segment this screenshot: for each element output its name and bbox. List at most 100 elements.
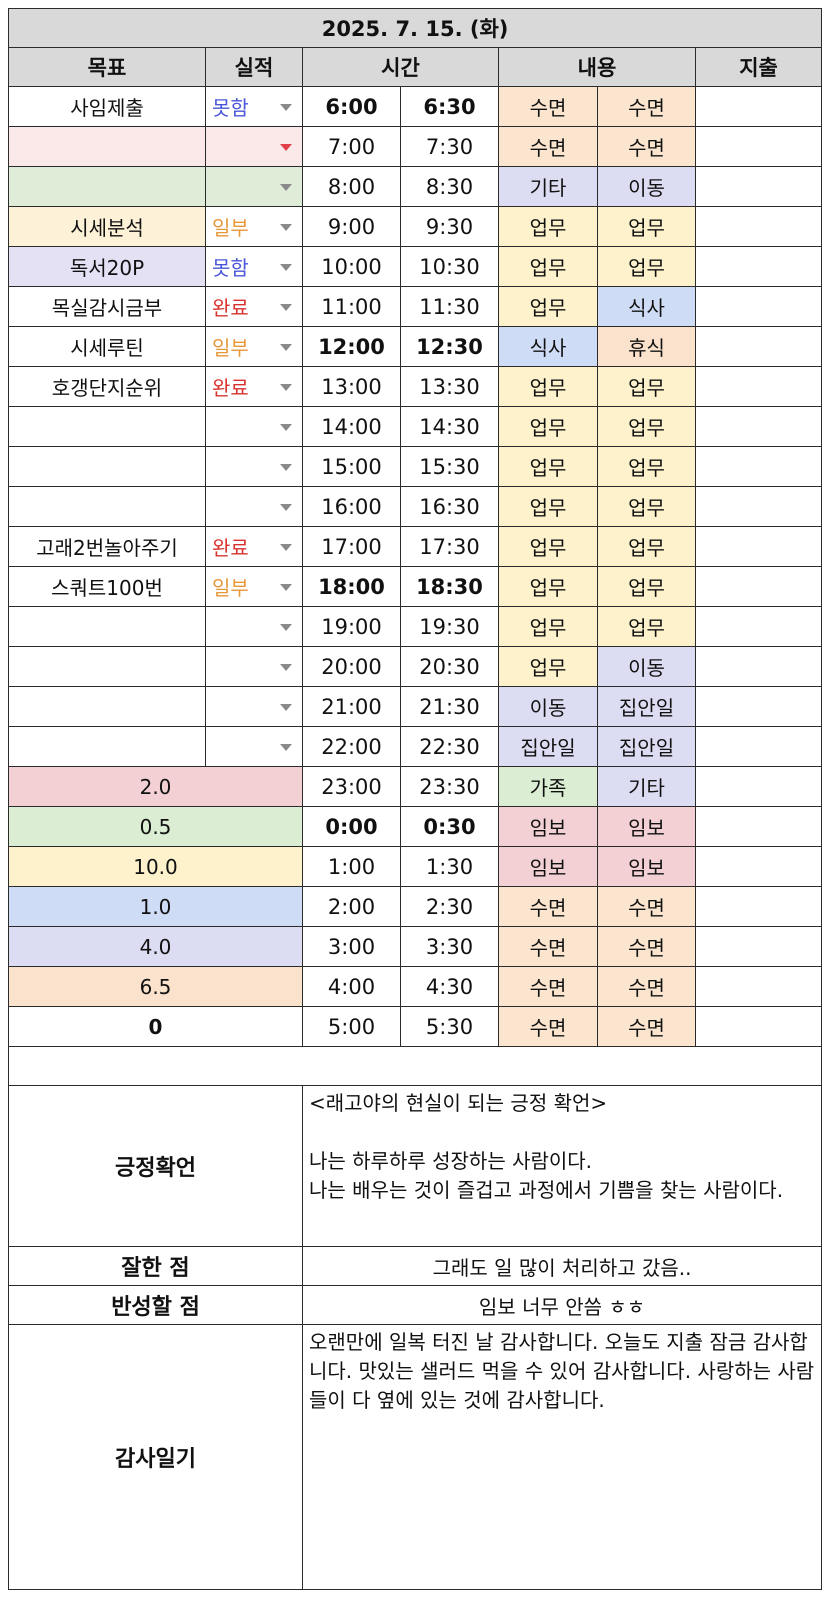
goal-cell[interactable]: 스쿼트100번 <box>8 566 206 607</box>
expense-cell[interactable] <box>694 366 823 407</box>
dropdown-arrow-icon[interactable] <box>280 383 292 391</box>
expense-cell[interactable] <box>694 1006 823 1047</box>
dropdown-arrow-icon[interactable] <box>280 623 292 631</box>
dropdown-arrow-icon[interactable] <box>280 343 292 351</box>
content-cell[interactable]: 업무 <box>597 366 696 407</box>
content-cell[interactable]: 업무 <box>498 206 598 247</box>
perf-dropdown[interactable] <box>205 686 303 727</box>
expense-cell[interactable] <box>694 526 823 567</box>
content-cell[interactable]: 임보 <box>498 846 598 887</box>
content-cell[interactable]: 업무 <box>498 606 598 647</box>
content-cell[interactable]: 수면 <box>498 926 598 967</box>
content-cell[interactable]: 업무 <box>498 246 598 287</box>
dropdown-arrow-icon[interactable] <box>280 743 292 751</box>
expense-cell[interactable] <box>694 326 823 367</box>
perf-dropdown[interactable] <box>205 726 303 767</box>
content-cell[interactable]: 업무 <box>597 446 696 487</box>
dropdown-arrow-icon[interactable] <box>280 263 292 271</box>
content-cell[interactable]: 수면 <box>597 966 696 1007</box>
content-cell[interactable]: 이동 <box>498 686 598 727</box>
perf-dropdown[interactable] <box>205 646 303 687</box>
perf-dropdown[interactable]: 완료 <box>205 526 303 567</box>
expense-cell[interactable] <box>694 606 823 647</box>
content-cell[interactable]: 수면 <box>597 886 696 927</box>
expense-cell[interactable] <box>694 446 823 487</box>
dropdown-arrow-icon[interactable] <box>280 223 292 231</box>
content-cell[interactable]: 수면 <box>597 86 696 127</box>
goal-cell[interactable] <box>8 166 206 207</box>
goal-cell[interactable] <box>8 126 206 167</box>
dropdown-arrow-icon[interactable] <box>280 143 292 151</box>
content-cell[interactable]: 업무 <box>498 526 598 567</box>
perf-dropdown[interactable]: 완료 <box>205 286 303 327</box>
expense-cell[interactable] <box>694 766 823 807</box>
perf-dropdown[interactable]: 일부 <box>205 206 303 247</box>
expense-cell[interactable] <box>694 726 823 767</box>
expense-cell[interactable] <box>694 86 823 127</box>
goal-cell[interactable] <box>8 406 206 447</box>
goal-cell[interactable]: 시세분석 <box>8 206 206 247</box>
content-cell[interactable]: 이동 <box>597 646 696 687</box>
perf-dropdown[interactable] <box>205 126 303 167</box>
content-cell[interactable]: 임보 <box>597 846 696 887</box>
perf-dropdown[interactable]: 완료 <box>205 366 303 407</box>
dropdown-arrow-icon[interactable] <box>280 663 292 671</box>
perf-dropdown[interactable] <box>205 446 303 487</box>
content-cell[interactable]: 수면 <box>597 926 696 967</box>
content-cell[interactable]: 업무 <box>597 406 696 447</box>
perf-dropdown[interactable] <box>205 486 303 527</box>
content-cell[interactable]: 수면 <box>597 126 696 167</box>
content-cell[interactable]: 업무 <box>498 646 598 687</box>
content-cell[interactable]: 수면 <box>498 126 598 167</box>
content-cell[interactable]: 업무 <box>597 206 696 247</box>
content-cell[interactable]: 휴식 <box>597 326 696 367</box>
gratitude-text[interactable]: 오랜만에 일복 터진 날 감사합니다. 오늘도 지출 잠금 감사합니다. 맛있는… <box>301 1324 823 1590</box>
content-cell[interactable]: 기타 <box>597 766 696 807</box>
content-cell[interactable]: 임보 <box>498 806 598 847</box>
dropdown-arrow-icon[interactable] <box>280 543 292 551</box>
goal-cell[interactable]: 시세루틴 <box>8 326 206 367</box>
dropdown-arrow-icon[interactable] <box>280 423 292 431</box>
goal-cell[interactable] <box>8 606 206 647</box>
expense-cell[interactable] <box>694 846 823 887</box>
blank-cell[interactable] <box>7 1046 823 1086</box>
content-cell[interactable]: 업무 <box>498 366 598 407</box>
content-cell[interactable]: 기타 <box>498 166 598 207</box>
expense-cell[interactable] <box>694 926 823 967</box>
content-cell[interactable]: 업무 <box>597 606 696 647</box>
content-cell[interactable]: 이동 <box>597 166 696 207</box>
expense-cell[interactable] <box>694 166 823 207</box>
goal-cell[interactable] <box>8 686 206 727</box>
content-cell[interactable]: 가족 <box>498 766 598 807</box>
expense-cell[interactable] <box>694 646 823 687</box>
content-cell[interactable]: 업무 <box>498 406 598 447</box>
content-cell[interactable]: 집안일 <box>597 686 696 727</box>
goal-cell[interactable]: 독서20P <box>8 246 206 287</box>
dropdown-arrow-icon[interactable] <box>280 463 292 471</box>
goal-cell[interactable]: 목실감시금부 <box>8 286 206 327</box>
content-cell[interactable]: 식사 <box>597 286 696 327</box>
content-cell[interactable]: 업무 <box>498 446 598 487</box>
content-cell[interactable]: 업무 <box>498 566 598 607</box>
content-cell[interactable]: 업무 <box>597 526 696 567</box>
expense-cell[interactable] <box>694 206 823 247</box>
expense-cell[interactable] <box>694 286 823 327</box>
perf-dropdown[interactable]: 못함 <box>205 246 303 287</box>
dropdown-arrow-icon[interactable] <box>280 303 292 311</box>
content-cell[interactable]: 집안일 <box>498 726 598 767</box>
content-cell[interactable]: 업무 <box>597 246 696 287</box>
goal-cell[interactable]: 고래2번놀아주기 <box>8 526 206 567</box>
content-cell[interactable]: 업무 <box>597 566 696 607</box>
affirmation-text-cell[interactable]: <래고야의 현실이 되는 긍정 확언> 나는 하루하루 성장하는 사람이다. 나는… <box>301 1085 823 1247</box>
goal-cell[interactable]: 호갱단지순위 <box>8 366 206 407</box>
content-cell[interactable]: 수면 <box>498 886 598 927</box>
dropdown-arrow-icon[interactable] <box>280 103 292 111</box>
content-cell[interactable]: 집안일 <box>597 726 696 767</box>
expense-cell[interactable] <box>694 126 823 167</box>
perf-dropdown[interactable]: 일부 <box>205 566 303 607</box>
content-cell[interactable]: 업무 <box>498 286 598 327</box>
content-cell[interactable]: 식사 <box>498 326 598 367</box>
content-cell[interactable]: 업무 <box>498 486 598 527</box>
perf-dropdown[interactable]: 일부 <box>205 326 303 367</box>
expense-cell[interactable] <box>694 966 823 1007</box>
